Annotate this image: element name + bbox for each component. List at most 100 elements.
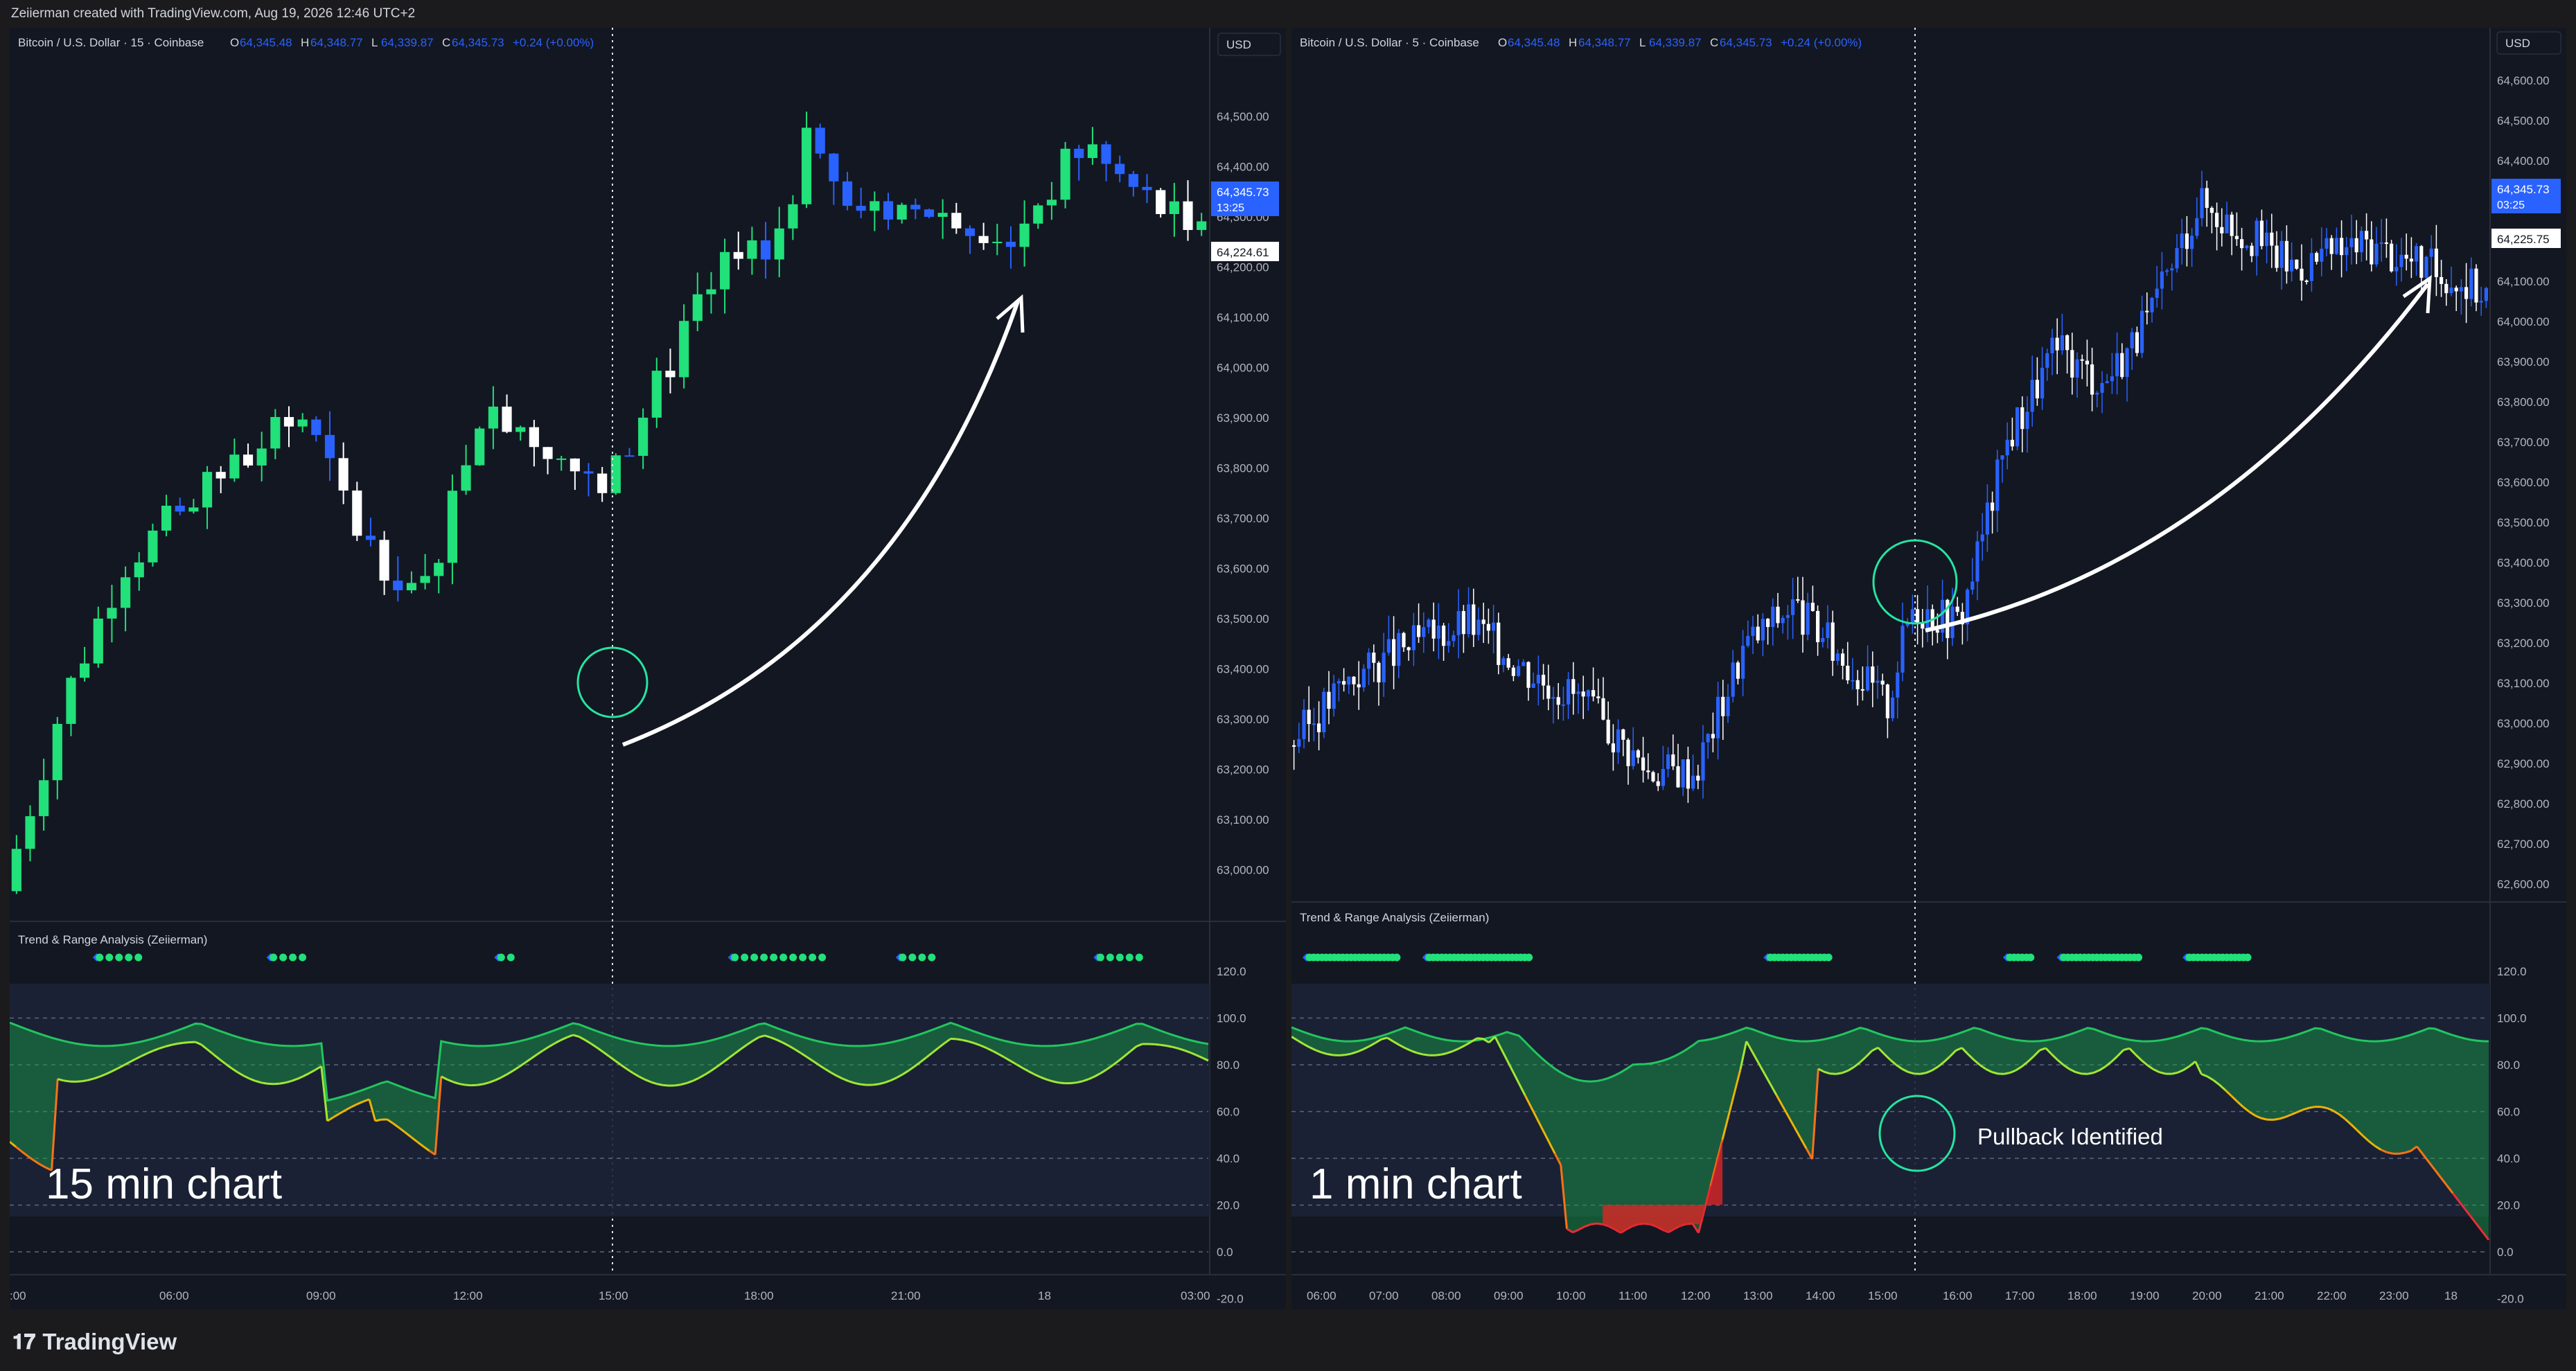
ref-price-tag bbox=[2491, 229, 2561, 248]
candles bbox=[1292, 170, 2488, 803]
candle-body bbox=[1327, 691, 1331, 709]
price-tick: 63,400.00 bbox=[2497, 556, 2550, 569]
candle-body bbox=[2444, 283, 2449, 294]
candle-body bbox=[1885, 684, 1889, 718]
candle-body bbox=[1626, 739, 1630, 766]
candle-body bbox=[475, 428, 485, 466]
candle-body bbox=[39, 780, 49, 817]
candle-body bbox=[1896, 672, 1900, 698]
candle-body bbox=[1891, 697, 1895, 718]
candle-body bbox=[1556, 697, 1560, 705]
last-price: 64,345.73 bbox=[2497, 183, 2550, 196]
candle-body bbox=[2384, 242, 2388, 244]
candle-body bbox=[733, 251, 743, 259]
candle-body bbox=[2419, 246, 2424, 278]
candle-body bbox=[1472, 604, 1476, 635]
candle-body bbox=[25, 816, 35, 849]
candle-body bbox=[2304, 280, 2309, 282]
candle-body bbox=[11, 849, 21, 892]
indicator-title: Trend & Range Analysis (Zeiierman) bbox=[18, 933, 207, 946]
candle-body bbox=[1835, 653, 1840, 661]
candle-body bbox=[1900, 626, 1905, 673]
osc-tick: 100.0 bbox=[1217, 1012, 1246, 1025]
candle-body bbox=[1576, 691, 1580, 694]
candle-body bbox=[406, 583, 417, 591]
candle-body bbox=[1551, 697, 1555, 699]
time-tick: 20:00 bbox=[2192, 1289, 2222, 1302]
currency-button[interactable] bbox=[1217, 33, 1281, 56]
candle-body bbox=[2459, 287, 2463, 292]
signal-dot bbox=[789, 953, 797, 962]
candle-body bbox=[1711, 734, 1715, 738]
candle-body bbox=[1876, 680, 1880, 683]
time-tick: 08:00 bbox=[1431, 1289, 1461, 1302]
candle-body bbox=[2479, 301, 2483, 303]
chart-svg-right[interactable]: Bitcoin / U.S. Dollar · 5 · Coinbase O 64… bbox=[1291, 28, 2566, 1309]
time-tick: 10:00 bbox=[1556, 1289, 1586, 1302]
candle-body bbox=[1436, 625, 1440, 639]
candle-body bbox=[2115, 353, 2119, 377]
ohlc-key: L bbox=[371, 36, 378, 49]
chart-pane-right[interactable]: Bitcoin / U.S. Dollar · 5 · Coinbase O 64… bbox=[1291, 28, 2566, 1309]
candle-body bbox=[1726, 696, 1730, 716]
price-tick: 64,000.00 bbox=[2497, 315, 2550, 328]
candle-body bbox=[1546, 685, 1551, 699]
price-tick: 63,500.00 bbox=[1217, 612, 1269, 626]
candle-body bbox=[1910, 609, 1914, 623]
candle-body bbox=[2370, 239, 2374, 265]
ohlc-key: C bbox=[1710, 36, 1718, 49]
candle-body bbox=[556, 458, 567, 460]
candle-body bbox=[1935, 630, 1939, 633]
price-tick: 63,100.00 bbox=[1217, 813, 1269, 826]
candle-body bbox=[1357, 684, 1361, 688]
candle-body bbox=[1447, 641, 1451, 646]
oscillator-axis[interactable]: 120.0 100.0 80.0 60.0 40.0 20.0 0.0 -20.0 bbox=[2497, 965, 2527, 1306]
price-tick: 64,500.00 bbox=[2497, 114, 2550, 127]
candle-body bbox=[1536, 674, 1540, 684]
price-axis[interactable]: 64,500.0064,400.0064,300.0064,200.0064,1… bbox=[1217, 110, 1269, 877]
candle-body bbox=[1521, 662, 1526, 666]
time-axis[interactable]: :00 06:00 09:00 12:00 15:00 18:00 21:00 18 03:00 bbox=[10, 1289, 1210, 1302]
tradingview-logo[interactable]: 𝟏𝟕 TradingView bbox=[12, 1329, 177, 1355]
candle-body bbox=[1736, 662, 1740, 679]
candle-body bbox=[2025, 412, 2029, 430]
currency-button[interactable] bbox=[2496, 31, 2561, 55]
signal-dot bbox=[908, 953, 917, 962]
candle-body bbox=[1197, 221, 1207, 230]
signal-dot bbox=[1115, 953, 1124, 962]
candle-body bbox=[665, 371, 676, 378]
change-value: +0.24 (+0.00%) bbox=[513, 36, 594, 49]
candle-body bbox=[2340, 238, 2344, 256]
candle-body bbox=[2484, 288, 2488, 301]
signal-dot bbox=[1135, 953, 1143, 962]
chart-label: 15 min chart bbox=[46, 1160, 282, 1208]
candle-body bbox=[324, 434, 335, 459]
time-tick: 09:00 bbox=[1494, 1289, 1524, 1302]
candle-body bbox=[1995, 459, 2000, 511]
candle-body bbox=[1751, 626, 1755, 636]
candle-body bbox=[502, 406, 512, 432]
candle-body bbox=[1297, 738, 1301, 747]
oscillator-axis[interactable]: 120.0 100.0 80.0 60.0 40.0 20.0 0.0 -20.0 bbox=[1217, 965, 1246, 1306]
candle-body bbox=[910, 204, 921, 210]
candle-body bbox=[121, 577, 131, 608]
candle-body bbox=[1706, 734, 1710, 743]
candle-body bbox=[1785, 614, 1790, 618]
candle-body bbox=[815, 127, 825, 154]
time-axis[interactable]: 06:00 07:00 08:00 09:00 10:00 11:00 12:00 13:00… bbox=[1307, 1289, 2458, 1302]
candle-body bbox=[2284, 240, 2288, 272]
candle-body bbox=[1960, 612, 1964, 625]
candle-body bbox=[2295, 259, 2299, 269]
price-tick: 64,000.00 bbox=[1217, 362, 1269, 375]
time-tick: 16:00 bbox=[1943, 1289, 1973, 1302]
candle-body bbox=[2440, 276, 2444, 284]
candle-body bbox=[2010, 439, 2014, 447]
ohlc-value: 64,345.48 bbox=[1508, 36, 1560, 49]
time-tick: :00 bbox=[10, 1289, 26, 1302]
candle-body bbox=[2215, 213, 2219, 227]
candle-body bbox=[2334, 238, 2338, 254]
candle-body bbox=[2150, 297, 2154, 312]
trend-arrow-head bbox=[2402, 275, 2432, 314]
